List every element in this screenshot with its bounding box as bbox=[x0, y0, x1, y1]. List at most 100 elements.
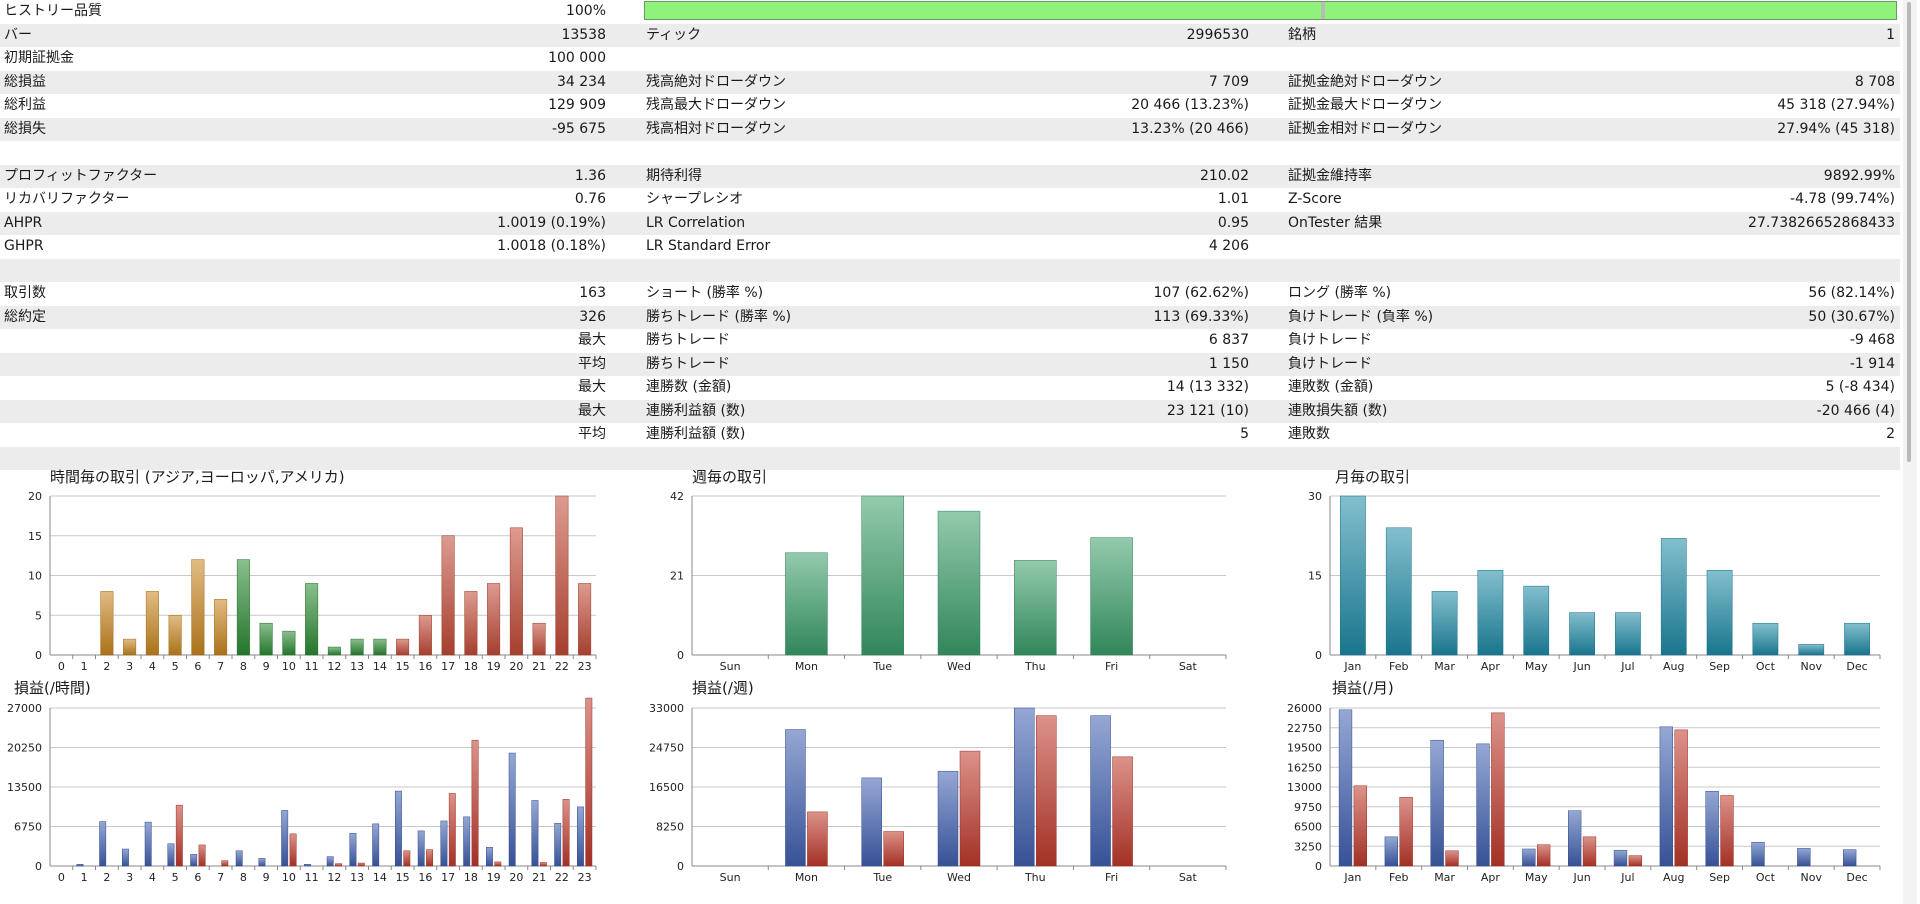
loss-bar bbox=[883, 831, 904, 867]
x-tick-label: 14 bbox=[373, 871, 387, 884]
stat-label: Z-Score bbox=[1288, 191, 1342, 207]
stat-value: 45 318 (27.94%) bbox=[1777, 97, 1895, 113]
profit-bar bbox=[144, 821, 152, 867]
stat-label: GHPR bbox=[4, 238, 44, 254]
bar bbox=[123, 638, 137, 656]
stat-value: 326 bbox=[579, 308, 606, 325]
x-tick-label: Sun bbox=[720, 660, 741, 673]
bar bbox=[259, 622, 273, 656]
stat-label: 取引数 bbox=[4, 285, 46, 301]
profit-bar bbox=[1843, 849, 1857, 867]
report-row: 最大 勝ちトレード 6 837 負けトレード -9 468 bbox=[0, 329, 1900, 353]
bar bbox=[1523, 585, 1550, 656]
bar bbox=[578, 583, 592, 656]
report-row: 取引数 163 ショート (勝率 %) 107 (62.62%) ロング (勝率 %) 5… bbox=[0, 282, 1900, 306]
report-row bbox=[0, 258, 1900, 282]
y-tick-label: 9750 bbox=[1294, 801, 1322, 814]
y-tick-label: 0 bbox=[677, 860, 684, 873]
monthly-trades-chart: 月毎の取引 0 15 30 Jan Feb Mar Apr May Jun Jul Aug Sep Oct… bbox=[1308, 468, 1881, 673]
y-tick-label: 21 bbox=[670, 570, 684, 583]
x-tick-label: Sep bbox=[1709, 871, 1730, 884]
loss-bar bbox=[1399, 797, 1413, 867]
x-tick-label: Mon bbox=[795, 660, 818, 673]
x-tick-label: Sun bbox=[720, 871, 741, 884]
hourly-pnl-title: 損益(/時間) bbox=[14, 679, 91, 697]
loss-bar bbox=[494, 861, 502, 867]
x-tick-label: 3 bbox=[126, 871, 133, 884]
report-row: 総利益 129 909 残高最大ドローダウン 20 466 (13.23%) 証拠金最大… bbox=[0, 94, 1900, 118]
stat-label: AHPR bbox=[4, 214, 43, 231]
vertical-scrollbar[interactable] bbox=[1903, 0, 1917, 904]
report-row: 平均 連勝利益額 (数) 5 連敗数 2 bbox=[0, 423, 1900, 447]
bar bbox=[1660, 538, 1687, 656]
x-tick-label: 0 bbox=[58, 660, 65, 673]
report-row: AHPR 1.0019 (0.19%) LR Correlation 0.95 OnTe… bbox=[0, 211, 1900, 235]
stat-label: 総損失 bbox=[4, 120, 46, 137]
y-tick-label: 16250 bbox=[1287, 761, 1322, 774]
x-tick-label: 10 bbox=[282, 660, 296, 673]
x-tick-label: 12 bbox=[327, 871, 341, 884]
loss-bar bbox=[335, 863, 342, 867]
profit-bar bbox=[577, 806, 584, 867]
x-tick-label: 5 bbox=[172, 871, 179, 884]
stat-label: 総約定 bbox=[4, 308, 46, 325]
bar bbox=[487, 583, 501, 656]
bar bbox=[350, 638, 364, 656]
x-tick-label: Tue bbox=[872, 660, 892, 673]
stat-label: 負けトレード bbox=[1288, 332, 1372, 348]
x-tick-label: 22 bbox=[555, 871, 569, 884]
profit-bar bbox=[1014, 707, 1035, 867]
stat-label: 連勝数 (金額) bbox=[646, 379, 732, 395]
profit-bar bbox=[1384, 836, 1398, 867]
report-row: 総損失 -95 675 残高相対ドローダウン 13.23% (20 466) 証拠金相対… bbox=[0, 117, 1900, 141]
stat-label: 負けトレード (負率 %) bbox=[1288, 308, 1434, 325]
y-tick-label: 0 bbox=[677, 649, 684, 662]
stat-value: -4.78 (99.74%) bbox=[1790, 191, 1895, 207]
stat-label: 証拠金相対ドローダウン bbox=[1288, 120, 1442, 137]
profit-bar bbox=[1430, 739, 1444, 867]
report-row: バー 13538 ティック 2996530 銘柄 1 bbox=[0, 23, 1900, 47]
stat-value: 50 (30.67%) bbox=[1808, 308, 1895, 325]
bar bbox=[236, 559, 250, 656]
stat-label: ショート (勝率 %) bbox=[646, 285, 764, 301]
y-tick-label: 15 bbox=[28, 530, 42, 543]
stat-label: 期待利得 bbox=[646, 167, 702, 184]
scrollbar-thumb[interactable] bbox=[1907, 2, 1911, 462]
profit-bar bbox=[1705, 791, 1719, 867]
x-tick-label: Sat bbox=[1179, 871, 1198, 884]
stat-value: 13.23% (20 466) bbox=[1131, 120, 1249, 137]
profit-bar bbox=[235, 850, 243, 867]
y-tick-label: 24750 bbox=[649, 742, 684, 755]
x-tick-label: Fri bbox=[1105, 871, 1118, 884]
profit-bar bbox=[1476, 743, 1490, 867]
stat-value: 1.01 bbox=[1217, 191, 1249, 207]
x-tick-label: Jan bbox=[1343, 871, 1361, 884]
stat-value: -95 675 bbox=[551, 120, 606, 137]
y-tick-label: 13500 bbox=[7, 781, 42, 794]
x-tick-label: Dec bbox=[1846, 871, 1867, 884]
x-tick-label: Oct bbox=[1756, 660, 1776, 673]
profit-bar bbox=[281, 810, 289, 867]
bar bbox=[1706, 569, 1733, 656]
profit-bar bbox=[861, 777, 882, 867]
y-tick-label: 0 bbox=[35, 649, 42, 662]
stat-label: 証拠金絶対ドローダウン bbox=[1288, 73, 1442, 90]
loss-bar bbox=[289, 833, 297, 867]
loss-bar bbox=[1445, 850, 1459, 867]
bar bbox=[305, 583, 319, 656]
y-tick-label: 3250 bbox=[1294, 840, 1322, 853]
bar bbox=[1385, 527, 1412, 656]
stat-value: 113 (69.33%) bbox=[1153, 308, 1249, 325]
stat-label: 初期証拠金 bbox=[4, 50, 74, 66]
stat-value: -9 468 bbox=[1849, 332, 1895, 348]
stat-value: 14 (13 332) bbox=[1166, 379, 1249, 395]
stat-value: 1.0019 (0.19%) bbox=[497, 214, 606, 231]
profit-bar bbox=[304, 863, 311, 867]
profit-bar bbox=[1338, 709, 1353, 867]
x-tick-label: 0 bbox=[58, 871, 65, 884]
y-tick-label: 27000 bbox=[7, 702, 42, 715]
report-row: 総損益 34 234 残高絶対ドローダウン 7 709 証拠金絶対ドローダウン 8 708 bbox=[0, 70, 1900, 94]
bar bbox=[1752, 622, 1779, 656]
x-tick-label: 7 bbox=[217, 660, 224, 673]
monthly-pnl-title: 損益(/月) bbox=[1332, 679, 1394, 697]
